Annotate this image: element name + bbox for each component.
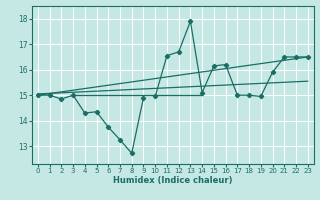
- X-axis label: Humidex (Indice chaleur): Humidex (Indice chaleur): [113, 176, 233, 185]
